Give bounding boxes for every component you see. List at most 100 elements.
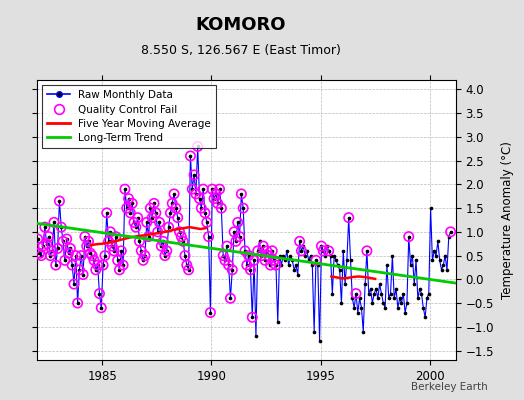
Point: [57, 224, 66, 230]
Point: [64, 250, 73, 256]
Point: [346, 257, 355, 264]
Point: [128, 200, 136, 206]
Point: [335, 267, 344, 273]
Point: [307, 252, 315, 259]
Point: [352, 290, 360, 297]
Point: [51, 262, 60, 268]
Point: [154, 229, 162, 235]
Point: [304, 257, 313, 264]
Point: [93, 262, 102, 268]
Point: [246, 267, 255, 273]
Point: [193, 143, 202, 150]
Point: [70, 281, 78, 287]
Point: [239, 205, 247, 211]
Point: [110, 248, 118, 254]
Point: [61, 257, 69, 264]
Point: [48, 248, 57, 254]
Point: [385, 295, 393, 302]
Point: [392, 286, 400, 292]
Point: [97, 304, 105, 311]
Point: [237, 191, 246, 197]
Point: [193, 143, 202, 150]
Point: [321, 252, 329, 259]
Point: [245, 252, 253, 259]
Point: [50, 219, 58, 226]
Point: [443, 267, 451, 273]
Point: [396, 295, 404, 302]
Point: [410, 281, 419, 287]
Point: [157, 243, 166, 249]
Point: [117, 248, 125, 254]
Point: [293, 271, 302, 278]
Point: [424, 290, 433, 297]
Point: [186, 153, 194, 159]
Point: [119, 262, 127, 268]
Point: [438, 267, 446, 273]
Point: [115, 267, 124, 273]
Point: [228, 267, 236, 273]
Point: [366, 286, 375, 292]
Point: [332, 257, 340, 264]
Point: [239, 205, 247, 211]
Point: [99, 262, 107, 268]
Point: [124, 196, 133, 202]
Point: [230, 229, 238, 235]
Point: [286, 252, 294, 259]
Point: [204, 234, 213, 240]
Point: [419, 304, 428, 311]
Point: [248, 314, 256, 320]
Point: [42, 240, 51, 247]
Point: [66, 245, 74, 252]
Point: [312, 257, 320, 264]
Point: [261, 257, 269, 264]
Point: [93, 262, 102, 268]
Point: [299, 243, 308, 249]
Point: [328, 290, 336, 297]
Point: [403, 300, 411, 306]
Point: [199, 186, 208, 192]
Point: [224, 262, 233, 268]
Point: [201, 210, 209, 216]
Point: [217, 205, 225, 211]
Point: [181, 252, 189, 259]
Point: [379, 300, 387, 306]
Point: [83, 243, 91, 249]
Point: [313, 262, 322, 268]
Point: [268, 248, 277, 254]
Point: [352, 290, 360, 297]
Point: [42, 240, 51, 247]
Point: [234, 219, 242, 226]
Point: [112, 234, 120, 240]
Point: [59, 238, 67, 244]
Point: [143, 219, 151, 226]
Y-axis label: Temperature Anomaly (°C): Temperature Anomaly (°C): [501, 141, 514, 299]
Point: [135, 238, 144, 244]
Point: [79, 271, 88, 278]
Point: [235, 234, 244, 240]
Point: [81, 234, 89, 240]
Point: [77, 252, 85, 259]
Point: [95, 290, 104, 297]
Point: [212, 191, 220, 197]
Point: [157, 243, 166, 249]
Text: 8.550 S, 126.567 E (East Timor): 8.550 S, 126.567 E (East Timor): [141, 44, 341, 57]
Point: [134, 214, 142, 221]
Point: [99, 262, 107, 268]
Point: [423, 295, 431, 302]
Point: [266, 262, 275, 268]
Point: [350, 304, 358, 311]
Point: [441, 252, 450, 259]
Point: [86, 250, 94, 256]
Point: [141, 252, 149, 259]
Point: [354, 309, 362, 316]
Point: [241, 248, 249, 254]
Point: [90, 257, 98, 264]
Point: [130, 219, 138, 226]
Point: [221, 257, 229, 264]
Point: [97, 304, 105, 311]
Point: [339, 248, 347, 254]
Point: [35, 250, 43, 256]
Point: [276, 252, 284, 259]
Point: [428, 257, 436, 264]
Point: [75, 267, 84, 273]
